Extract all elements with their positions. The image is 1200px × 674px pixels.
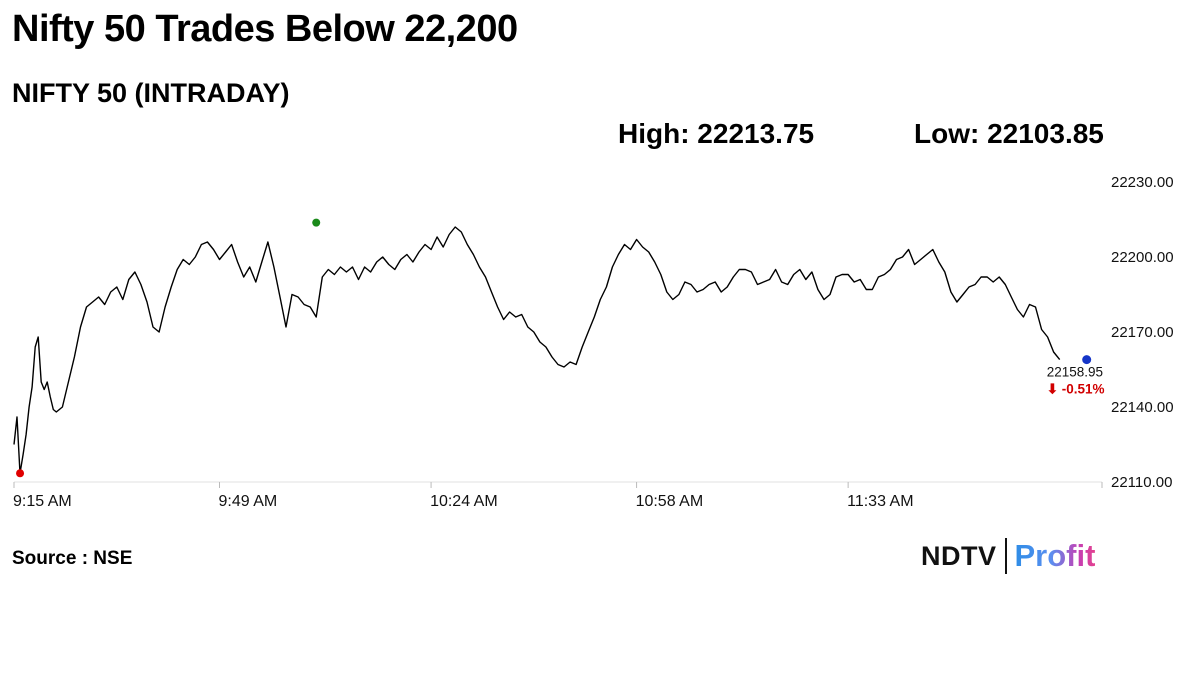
last-value-marker [1082, 355, 1092, 365]
change-percent-label: ⬇ -0.51% [1047, 382, 1105, 397]
chart-title: NIFTY 50 (INTRADAY) [12, 78, 290, 108]
high-stat: High: 22213.75 [618, 118, 815, 149]
x-tick-label: 10:58 AM [636, 493, 704, 510]
high-point-marker [312, 218, 321, 227]
low-point-marker [16, 469, 25, 478]
y-tick-label: 22200.00 [1111, 249, 1174, 266]
logo-profit-text: Profit [1014, 538, 1096, 573]
logo-divider [1004, 538, 1007, 574]
y-tick-label: 22110.00 [1111, 474, 1172, 491]
x-tick-label: 10:24 AM [430, 493, 498, 510]
y-tick-label: 22140.00 [1111, 399, 1174, 416]
y-tick-label: 22170.00 [1111, 324, 1174, 341]
price-line [13, 226, 1061, 474]
x-tick-label: 11:33 AM [847, 493, 913, 510]
low-stat: Low: 22103.85 [914, 118, 1104, 149]
last-value-label: 22158.95 [1047, 365, 1103, 380]
logo-ndtv-text: NDTV [921, 540, 997, 571]
y-tick-label: 22230.00 [1111, 174, 1174, 191]
x-tick-label: 9:49 AM [219, 493, 278, 510]
source-note: Source : NSE [12, 548, 133, 569]
intraday-line-chart: 22230.00 22200.00 22170.00 22140.00 22110.00… [13, 174, 1174, 510]
x-tick-label: 9:15 AM [13, 493, 72, 510]
headline: Nifty 50 Trades Below 22,200 [12, 8, 518, 50]
ndtv-profit-logo: NDTV Profit [921, 536, 1095, 576]
